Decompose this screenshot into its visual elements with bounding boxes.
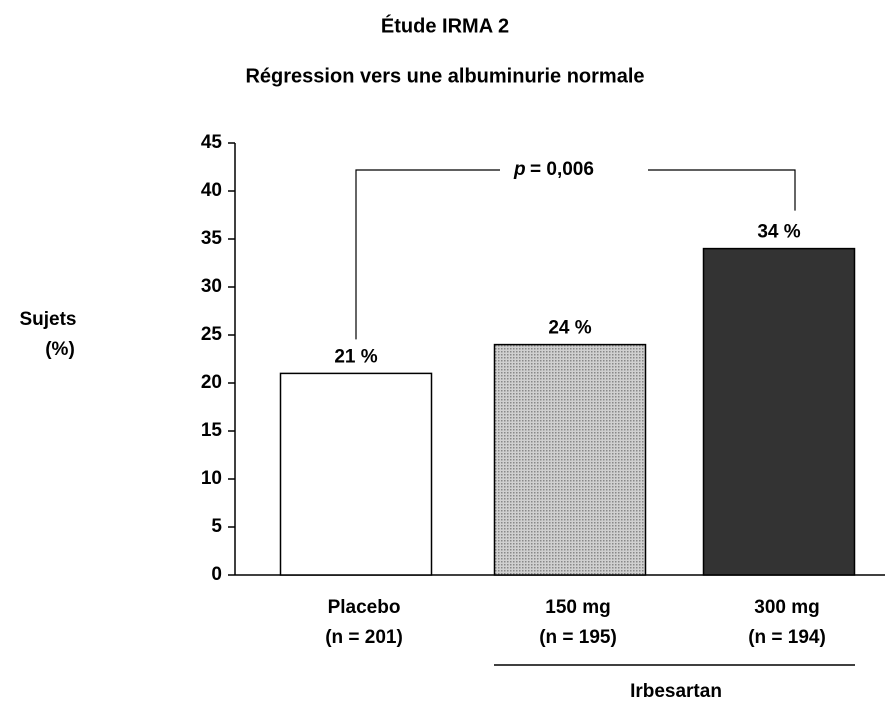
value-label: 34 % [757, 222, 800, 243]
group-label: Irbesartan [630, 681, 722, 702]
y-axis-label: Sujets [19, 309, 76, 330]
chart-subtitle: Régression vers une albuminurie normale [245, 65, 644, 87]
bar [493, 343, 647, 576]
value-label: 21 % [334, 346, 377, 367]
annotation-text: = 0,006 [530, 159, 594, 180]
chart-title: Étude IRMA 2 [381, 14, 509, 37]
x-tick-label: Placebo [328, 597, 401, 618]
value-label: 24 % [548, 318, 591, 339]
x-tick-label: (n = 194) [748, 627, 826, 648]
y-tick-label: 20 [201, 372, 222, 393]
y-tick-label: 25 [201, 324, 223, 345]
x-tick-label: (n = 195) [539, 627, 617, 648]
annotation-symbol: p [513, 159, 526, 180]
y-tick-label: 15 [201, 420, 223, 441]
y-tick-label: 35 [201, 228, 223, 249]
bracket [355, 169, 500, 340]
x-tick-label: 150 mg [545, 597, 610, 618]
y-tick-label: 0 [211, 564, 222, 585]
x-tick-label: 300 mg [754, 597, 819, 618]
y-tick-label: 30 [201, 276, 222, 297]
y-tick-label: 45 [201, 132, 223, 153]
x-tick-label: (n = 201) [325, 627, 403, 648]
y-tick-label: 40 [201, 180, 222, 201]
bar [279, 372, 433, 576]
y-tick-label: 5 [211, 516, 222, 537]
bracket [648, 169, 796, 211]
bar [702, 247, 856, 576]
y-tick-label: 10 [201, 468, 222, 489]
y-axis-label: (%) [45, 339, 75, 360]
